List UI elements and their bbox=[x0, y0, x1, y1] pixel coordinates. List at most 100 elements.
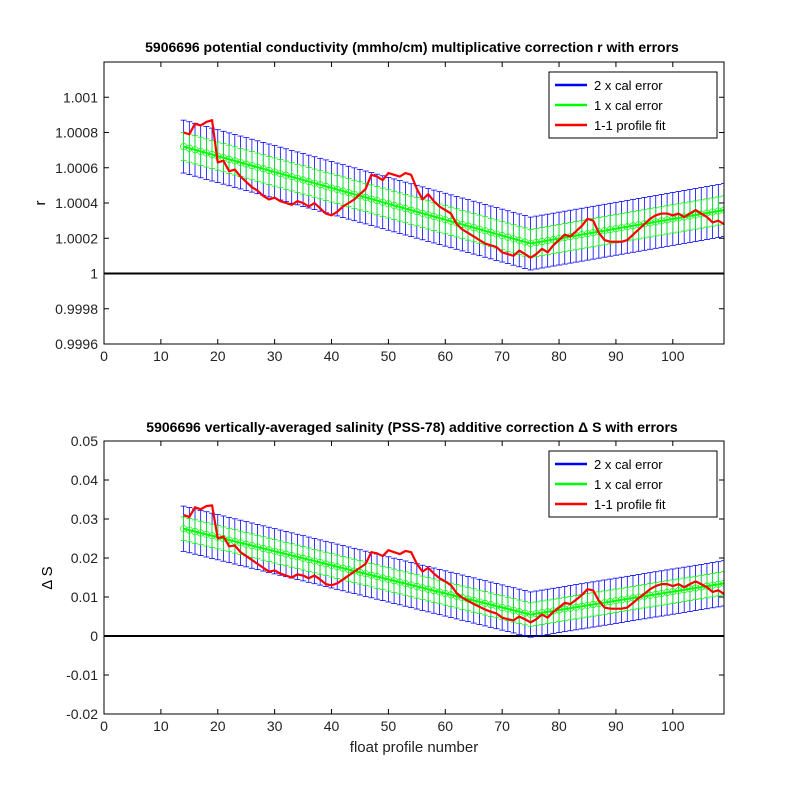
fit-marker bbox=[629, 222, 637, 230]
fit-marker bbox=[646, 591, 654, 599]
fit-marker bbox=[430, 587, 438, 595]
fit-marker bbox=[293, 174, 301, 182]
fit-marker bbox=[436, 214, 444, 222]
fit-marker bbox=[453, 219, 461, 227]
x-tick-label: 30 bbox=[267, 718, 283, 734]
fit-marker bbox=[669, 588, 677, 596]
fit-marker bbox=[339, 564, 347, 572]
x-tick-label: 60 bbox=[437, 718, 453, 734]
y-tick-label: 0.9998 bbox=[55, 301, 98, 317]
fit-marker bbox=[384, 200, 392, 208]
fit-marker bbox=[265, 546, 273, 554]
fit-marker bbox=[401, 580, 410, 588]
legend-label: 2 x cal error bbox=[594, 457, 663, 472]
fit-marker bbox=[555, 235, 563, 243]
fit-marker bbox=[601, 227, 609, 235]
x-tick-label: 20 bbox=[210, 348, 226, 364]
fit-marker bbox=[254, 543, 262, 551]
fit-marker bbox=[652, 218, 660, 226]
fit-marker bbox=[527, 239, 535, 248]
legend-label: 1-1 profile fit bbox=[594, 118, 666, 133]
fit-marker bbox=[487, 228, 495, 236]
fit-marker bbox=[322, 560, 330, 568]
fit-marker bbox=[470, 224, 478, 232]
x-tick-label: 90 bbox=[608, 718, 624, 734]
fit-marker bbox=[236, 158, 245, 167]
fit-marker bbox=[180, 525, 188, 533]
fit-marker bbox=[447, 591, 455, 599]
fit-marker bbox=[424, 585, 432, 593]
fit-marker bbox=[561, 605, 569, 613]
x-tick-label: 50 bbox=[381, 348, 397, 364]
y-tick-label: 0.03 bbox=[71, 511, 98, 527]
fit-marker bbox=[316, 181, 324, 189]
fit-marker bbox=[265, 166, 273, 174]
fit-marker bbox=[612, 597, 620, 605]
fit-marker bbox=[515, 236, 523, 244]
fit-marker bbox=[373, 573, 381, 581]
fit-marker bbox=[714, 207, 722, 215]
x-axis-label: float profile number bbox=[350, 739, 478, 756]
fit-marker bbox=[583, 230, 592, 238]
fit-marker bbox=[367, 195, 375, 203]
fit-marker bbox=[680, 213, 688, 221]
legend: 2 x cal error 1 x cal error 1-1 profile fi… bbox=[548, 71, 718, 139]
fit-marker bbox=[549, 236, 557, 244]
fit-marker bbox=[492, 230, 501, 238]
fit-marker bbox=[248, 542, 256, 550]
fit-marker bbox=[276, 170, 284, 178]
legend-label: 1 x cal error bbox=[594, 477, 663, 492]
fit-marker bbox=[407, 581, 415, 589]
fit-marker bbox=[185, 526, 193, 534]
x-tick-label: 20 bbox=[210, 718, 226, 734]
fit-marker bbox=[578, 231, 586, 239]
fit-marker bbox=[259, 165, 267, 173]
fit-marker bbox=[310, 557, 319, 565]
fit-marker bbox=[248, 162, 256, 170]
fit-marker bbox=[424, 211, 432, 219]
fit-marker bbox=[475, 225, 483, 233]
y-tick-label: 1.0004 bbox=[55, 195, 98, 211]
x-tick-label: 40 bbox=[324, 348, 340, 364]
fit-marker bbox=[572, 603, 580, 611]
fit-marker bbox=[606, 598, 614, 606]
fit-marker bbox=[595, 228, 603, 236]
fit-marker bbox=[498, 603, 506, 612]
legend-label: 2 x cal error bbox=[594, 78, 663, 93]
fit-marker bbox=[657, 217, 665, 225]
fit-marker bbox=[293, 553, 301, 561]
fit-marker bbox=[589, 229, 597, 237]
fit-marker bbox=[305, 178, 313, 186]
fit-marker bbox=[686, 585, 694, 593]
fit-marker bbox=[333, 185, 341, 194]
fit-marker bbox=[509, 606, 518, 614]
fit-marker bbox=[310, 179, 319, 187]
fit-marker bbox=[413, 208, 421, 216]
fit-marker bbox=[504, 605, 512, 613]
y-axis-label: r bbox=[32, 201, 49, 206]
fit-marker bbox=[282, 171, 290, 179]
fit-marker bbox=[407, 206, 415, 214]
fit-marker bbox=[498, 232, 506, 240]
x-tick-label: 10 bbox=[153, 718, 169, 734]
fit-marker bbox=[384, 575, 392, 583]
fit-marker bbox=[441, 216, 449, 224]
fit-marker bbox=[527, 610, 535, 619]
fit-marker bbox=[623, 595, 631, 603]
fit-marker bbox=[413, 582, 421, 590]
y-tick-label: 1.001 bbox=[63, 89, 98, 105]
fit-marker bbox=[339, 187, 347, 195]
fit-line bbox=[183, 527, 724, 616]
fit-marker bbox=[504, 233, 512, 241]
profile-fit-line bbox=[183, 504, 724, 624]
fit-line bbox=[183, 145, 724, 245]
fit-marker bbox=[464, 222, 472, 230]
fit-marker bbox=[379, 198, 387, 206]
fit-marker bbox=[521, 238, 529, 246]
fit-marker bbox=[544, 237, 552, 245]
x-tick-label: 30 bbox=[267, 348, 283, 364]
fit-marker bbox=[436, 588, 444, 596]
fit-marker bbox=[350, 567, 358, 575]
chart-title: 5906696 potential conductivity (mmho/cm)… bbox=[145, 39, 679, 55]
